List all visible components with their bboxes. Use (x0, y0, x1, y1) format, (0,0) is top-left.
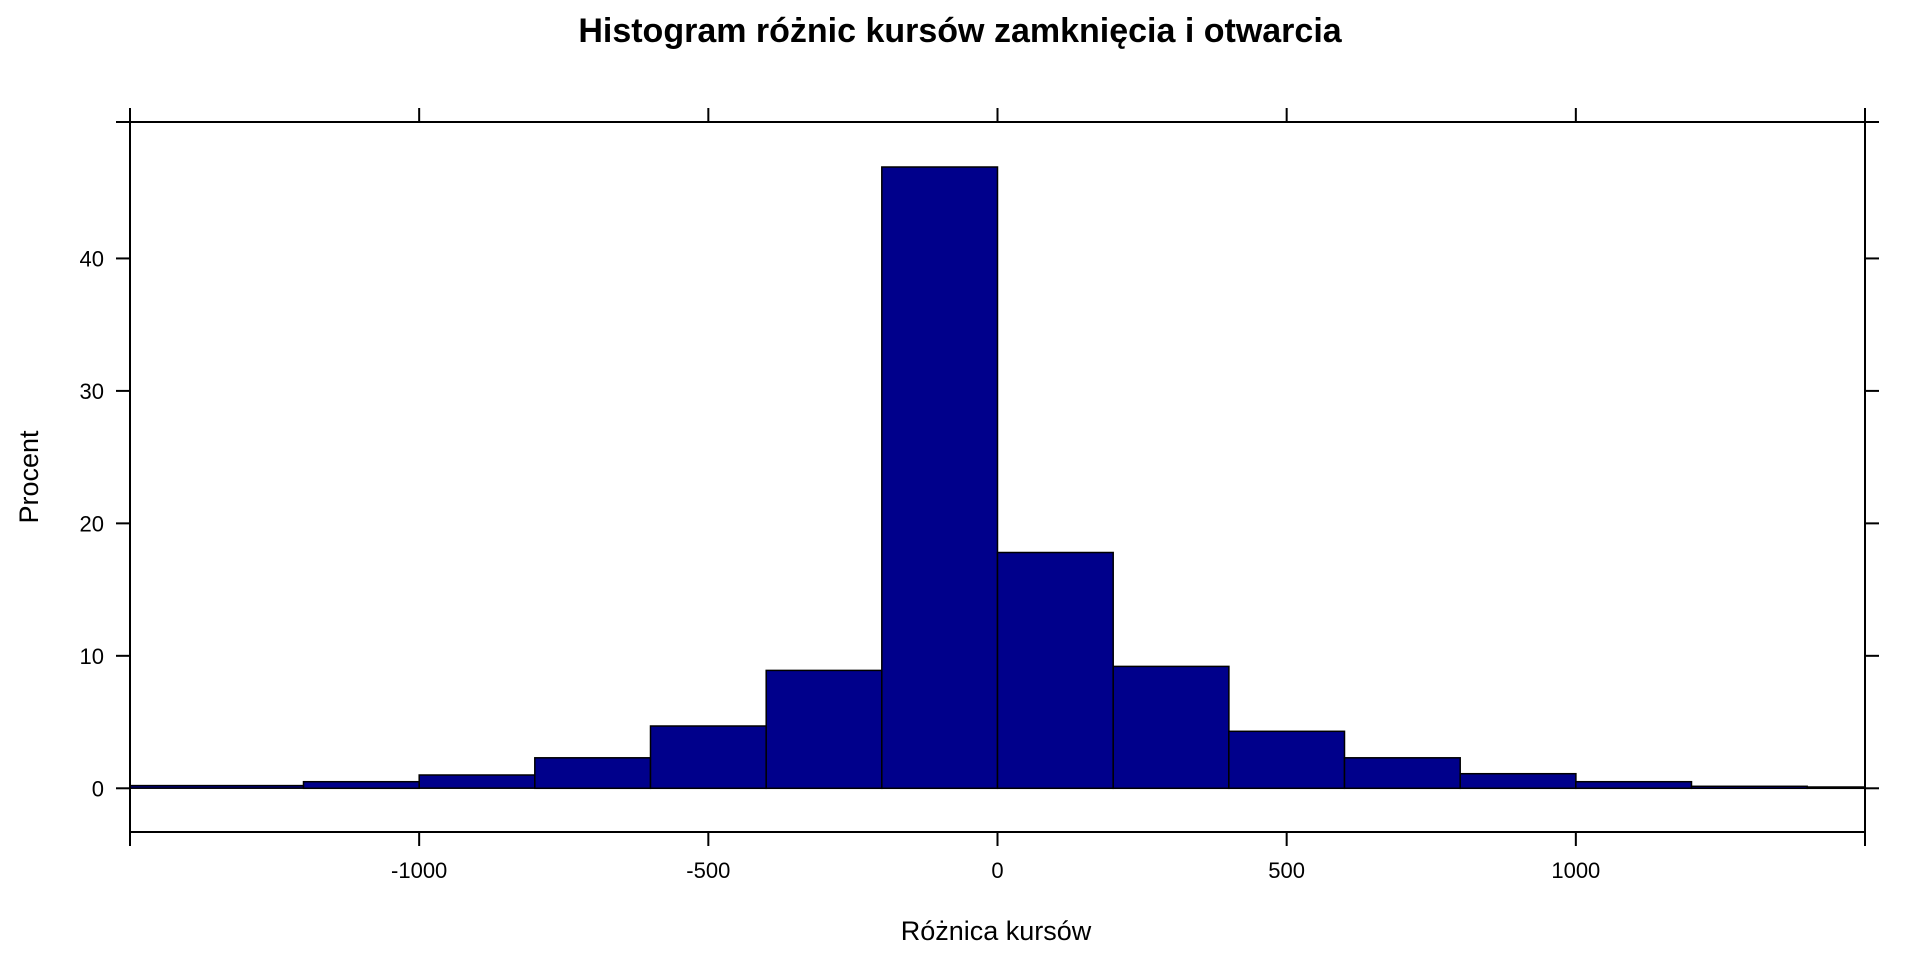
histogram-bar-8 (1112, 665, 1230, 790)
histogram-bar-7 (996, 551, 1114, 790)
x-tick-label: -1000 (391, 858, 447, 883)
chart-title: Histogram różnic kursów zamknięcia i otw… (578, 12, 1342, 50)
y-tick-label: 0 (92, 776, 104, 801)
y-axis: 0 10 20 30 40 (80, 121, 1879, 801)
histogram-bar-3 (534, 757, 652, 790)
bars-group (129, 166, 1866, 790)
y-tick-label: 10 (80, 644, 104, 669)
y-axis-label: Procent (14, 430, 44, 524)
x-tick-label: 0 (991, 858, 1003, 883)
x-tick-label: -500 (686, 858, 730, 883)
histogram-bar-2 (418, 774, 536, 789)
x-axis-label: Różnica kursów (901, 916, 1092, 946)
histogram-bar-4 (649, 725, 767, 790)
x-tick-label: 1000 (1551, 858, 1600, 883)
x-tick-label: 500 (1268, 858, 1305, 883)
histogram-bar-14 (1806, 786, 1866, 790)
histogram-bar-12 (1575, 780, 1693, 790)
histogram-bar-1 (302, 780, 420, 790)
histogram-bar-10 (1343, 757, 1461, 790)
histogram-bar-5 (765, 669, 883, 790)
x-axis: -1000 -500 0 500 1000 (129, 108, 1866, 883)
histogram-bar-0 (129, 784, 305, 789)
histogram-bar-9 (1228, 730, 1346, 790)
y-tick-label: 30 (80, 379, 104, 404)
histogram-bar-11 (1459, 772, 1577, 790)
y-tick-label: 40 (80, 246, 104, 271)
histogram-bar-13 (1690, 785, 1808, 790)
histogram-bar-6 (881, 166, 999, 790)
y-tick-label: 20 (80, 511, 104, 536)
